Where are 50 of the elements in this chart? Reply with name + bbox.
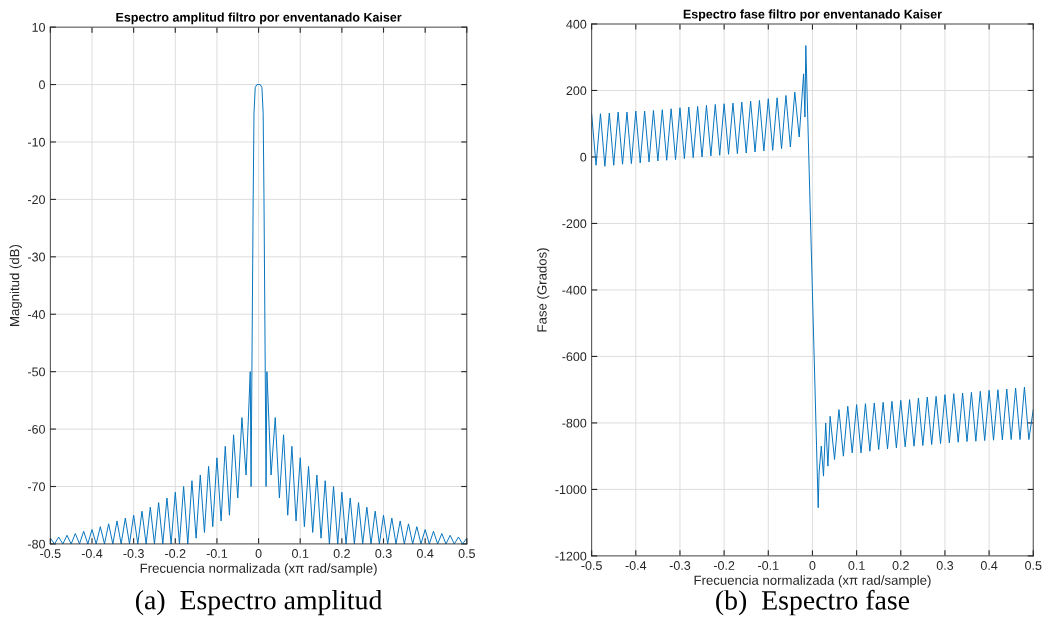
- text: (b) Espectro fase: [716, 589, 910, 616]
- x-axis-title: Frecuencia normalizada (xπ rad/sample): [694, 575, 931, 588]
- x-axis-title: Frecuencia normalizada (xπ rad/sample): [140, 563, 377, 576]
- y-axis-title: Fase (Grados): [536, 248, 550, 332]
- chart-title: Espectro fase filtro por enventanado Kaiser: [683, 9, 942, 22]
- x-tick-label: -0.1: [758, 561, 779, 570]
- y-tick-label: 0: [580, 152, 587, 162]
- y-tick-label: -30: [27, 252, 45, 262]
- y-tick-label: -80: [27, 539, 45, 549]
- y-tick-label: -60: [27, 424, 45, 434]
- text: (a) Espectro amplitud: [136, 590, 383, 616]
- x-tick-label: -0.1: [206, 549, 228, 558]
- chart-title: Espectro amplitud filtro por enventanado Kaiser: [116, 12, 402, 25]
- x-tick-label: 0.4: [416, 549, 434, 558]
- x-tick-label: 0.1: [292, 549, 309, 558]
- y-tick-label: -400: [562, 285, 587, 295]
- x-tick-label: 0.3: [936, 561, 954, 570]
- x-tick-label: 0.1: [848, 561, 865, 570]
- x-tick-label: -0.5: [581, 561, 602, 570]
- x-tick-label: 0.5: [1025, 561, 1042, 570]
- x-tick-label: -0.3: [123, 549, 144, 558]
- y-tick-label: -1200: [555, 551, 587, 561]
- y-tick-label: -40: [27, 310, 45, 319]
- y-tick-label: 400: [566, 19, 587, 29]
- y-tick-label: 200: [566, 86, 587, 96]
- x-tick-label: -0.4: [81, 549, 103, 558]
- x-tick-label: -0.5: [40, 549, 61, 558]
- y-tick-label: -600: [562, 352, 587, 362]
- line-series: [591, 45, 1034, 509]
- x-tick-label: 0: [255, 549, 262, 558]
- x-tick-label: 0.2: [892, 561, 909, 570]
- x-tick-label: 0.3: [375, 549, 392, 558]
- x-tick-label: 0: [809, 561, 816, 570]
- y-tick-label: -70: [27, 482, 45, 492]
- y-tick-label: 0: [39, 80, 45, 90]
- x-tick-label: 0.2: [333, 549, 350, 558]
- y-tick-label: -800: [562, 418, 587, 428]
- y-tick-label: -20: [27, 195, 45, 205]
- x-tick-label: -0.2: [713, 561, 735, 570]
- y-tick-label: -10: [27, 137, 45, 147]
- y-tick-label: -50: [27, 367, 45, 377]
- x-tick-label: 0.4: [980, 561, 998, 570]
- x-tick-label: -0.2: [165, 549, 186, 558]
- x-tick-label: 0.5: [458, 549, 475, 558]
- y-tick-label: -1000: [555, 485, 587, 495]
- x-tick-label: -0.4: [625, 561, 647, 570]
- y-tick-label: 10: [32, 22, 45, 32]
- y-tick-label: -200: [562, 219, 587, 229]
- y-axis-title: Magnitud (dB): [9, 244, 22, 326]
- x-tick-label: -0.3: [669, 561, 691, 570]
